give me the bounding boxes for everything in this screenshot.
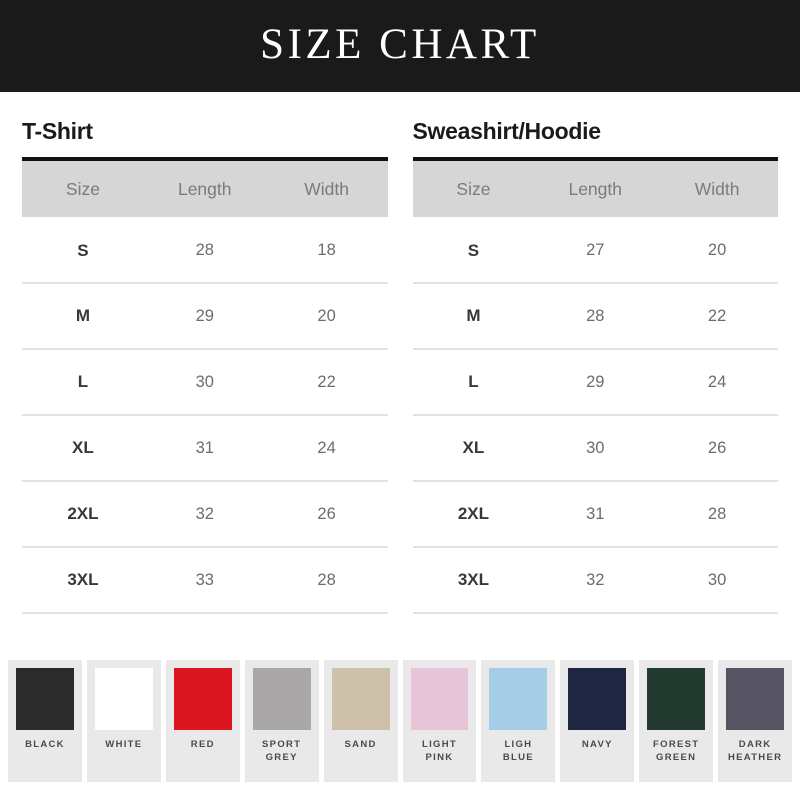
table-header-row: Size Length Width (22, 157, 388, 217)
cell-size: M (412, 283, 535, 350)
cell-width: 22 (265, 349, 388, 416)
color-swatch-label: BLACK (25, 739, 65, 750)
cell-width: 28 (656, 481, 778, 548)
color-swatch-chip (331, 668, 390, 730)
color-swatch-card[interactable]: FOREST GREEN (639, 660, 714, 782)
color-swatch-chip (252, 668, 311, 730)
page-header-banner: SIZE CHART (0, 0, 800, 92)
color-swatch-label: RED (190, 739, 215, 750)
color-swatch-label: SAND (344, 739, 377, 750)
color-swatch-label: FOREST GREEN (653, 739, 700, 763)
page-title: SIZE CHART (260, 21, 540, 68)
table-row: S 27 20 (412, 217, 778, 284)
cell-length: 32 (534, 547, 657, 614)
size-table: Size Length Width S 28 18 M 29 20 L 30 22 XL 31 24 2XL 3… (22, 157, 388, 614)
color-swatch-label: DARK HEATHER (727, 739, 783, 763)
color-swatch-chip (726, 668, 785, 730)
cell-length: 32 (143, 481, 266, 548)
cell-length: 31 (534, 481, 657, 548)
color-swatch-chip (173, 668, 232, 730)
table-row: 3XL 32 30 (412, 547, 778, 614)
color-swatch-chip (16, 668, 74, 730)
cell-width: 30 (656, 547, 778, 614)
cell-length: 31 (143, 415, 266, 482)
table-row: 2XL 31 28 (412, 481, 778, 548)
cell-width: 26 (656, 415, 778, 482)
cell-width: 20 (265, 283, 388, 350)
color-swatch-chip (410, 668, 469, 730)
cell-size: 2XL (22, 481, 144, 548)
column-header: Width (265, 157, 388, 217)
cell-size: S (22, 217, 144, 284)
size-tables-container: T-Shirt Size Length Width S 28 18 M 29 20 L 30 22 XL 3… (0, 118, 800, 614)
color-swatch-chip (647, 668, 706, 730)
cell-length: 28 (143, 217, 266, 284)
cell-width: 18 (265, 217, 388, 284)
cell-size: 3XL (412, 547, 535, 614)
cell-length: 28 (534, 283, 657, 350)
column-header: Length (534, 157, 657, 217)
column-header: Width (656, 157, 778, 217)
color-swatch-label: SPORT GREY (262, 739, 302, 763)
size-table-block: T-Shirt Size Length Width S 28 18 M 29 20 L 30 22 XL 3… (22, 118, 388, 614)
table-row: S 28 18 (22, 217, 388, 284)
color-swatch-chip (568, 668, 627, 730)
column-header: Size (412, 157, 535, 217)
color-swatch-card[interactable]: DARK HEATHER (718, 660, 793, 782)
cell-length: 29 (534, 349, 657, 416)
table-header-row: Size Length Width (412, 157, 778, 217)
color-swatch-card[interactable]: LIGH BLUE (481, 660, 556, 782)
table-caption: T-Shirt (22, 118, 93, 144)
color-swatch-label: LIGH BLUE (502, 739, 534, 763)
table-row: XL 31 24 (22, 415, 388, 482)
cell-width: 20 (656, 217, 778, 284)
color-swatch-card[interactable]: LIGHT PINK (402, 660, 477, 782)
color-swatch-card[interactable]: SAND (323, 660, 398, 782)
cell-size: 3XL (22, 547, 144, 614)
color-swatch-card[interactable]: WHITE (86, 660, 161, 782)
cell-width: 24 (265, 415, 388, 482)
color-swatch-card[interactable]: NAVY (560, 660, 635, 782)
cell-size: XL (412, 415, 535, 482)
cell-width: 28 (265, 547, 388, 614)
table-row: 2XL 32 26 (22, 481, 388, 548)
color-swatches-row: BLACK WHITE RED SPORT GREY SAND LIGHT PINK LIG… (0, 660, 800, 782)
table-row: M 28 22 (412, 283, 778, 350)
table-caption: Sweashirt/Hoodie (412, 118, 601, 144)
cell-size: XL (22, 415, 144, 482)
color-swatch-card[interactable]: SPORT GREY (244, 660, 319, 782)
cell-length: 30 (143, 349, 266, 416)
cell-length: 30 (534, 415, 657, 482)
cell-length: 33 (143, 547, 266, 614)
cell-width: 26 (265, 481, 388, 548)
table-row: 3XL 33 28 (22, 547, 388, 614)
cell-width: 22 (656, 283, 778, 350)
size-table: Size Length Width S 27 20 M 28 22 L 29 24 XL 30 26 2XL 3… (412, 157, 778, 614)
color-swatch-label: WHITE (105, 739, 143, 750)
table-row: L 29 24 (412, 349, 778, 416)
table-row: M 29 20 (22, 283, 388, 350)
column-header: Size (22, 157, 144, 217)
color-swatch-card[interactable]: BLACK (8, 660, 82, 782)
cell-length: 27 (534, 217, 657, 284)
column-header: Length (143, 157, 266, 217)
color-swatch-label: LIGHT PINK (421, 739, 457, 763)
color-swatch-chip (94, 668, 153, 730)
size-table-block: Sweashirt/Hoodie Size Length Width S 27 20 M 28 2… (412, 118, 778, 614)
cell-length: 29 (143, 283, 266, 350)
color-swatch-chip (489, 668, 548, 730)
cell-size: S (412, 217, 535, 284)
cell-size: L (412, 349, 535, 416)
color-swatch-card[interactable]: RED (165, 660, 240, 782)
cell-width: 24 (656, 349, 778, 416)
color-swatch-label: NAVY (581, 739, 613, 750)
cell-size: 2XL (412, 481, 535, 548)
table-row: L 30 22 (22, 349, 388, 416)
table-row: XL 30 26 (412, 415, 778, 482)
cell-size: M (22, 283, 144, 350)
cell-size: L (22, 349, 144, 416)
